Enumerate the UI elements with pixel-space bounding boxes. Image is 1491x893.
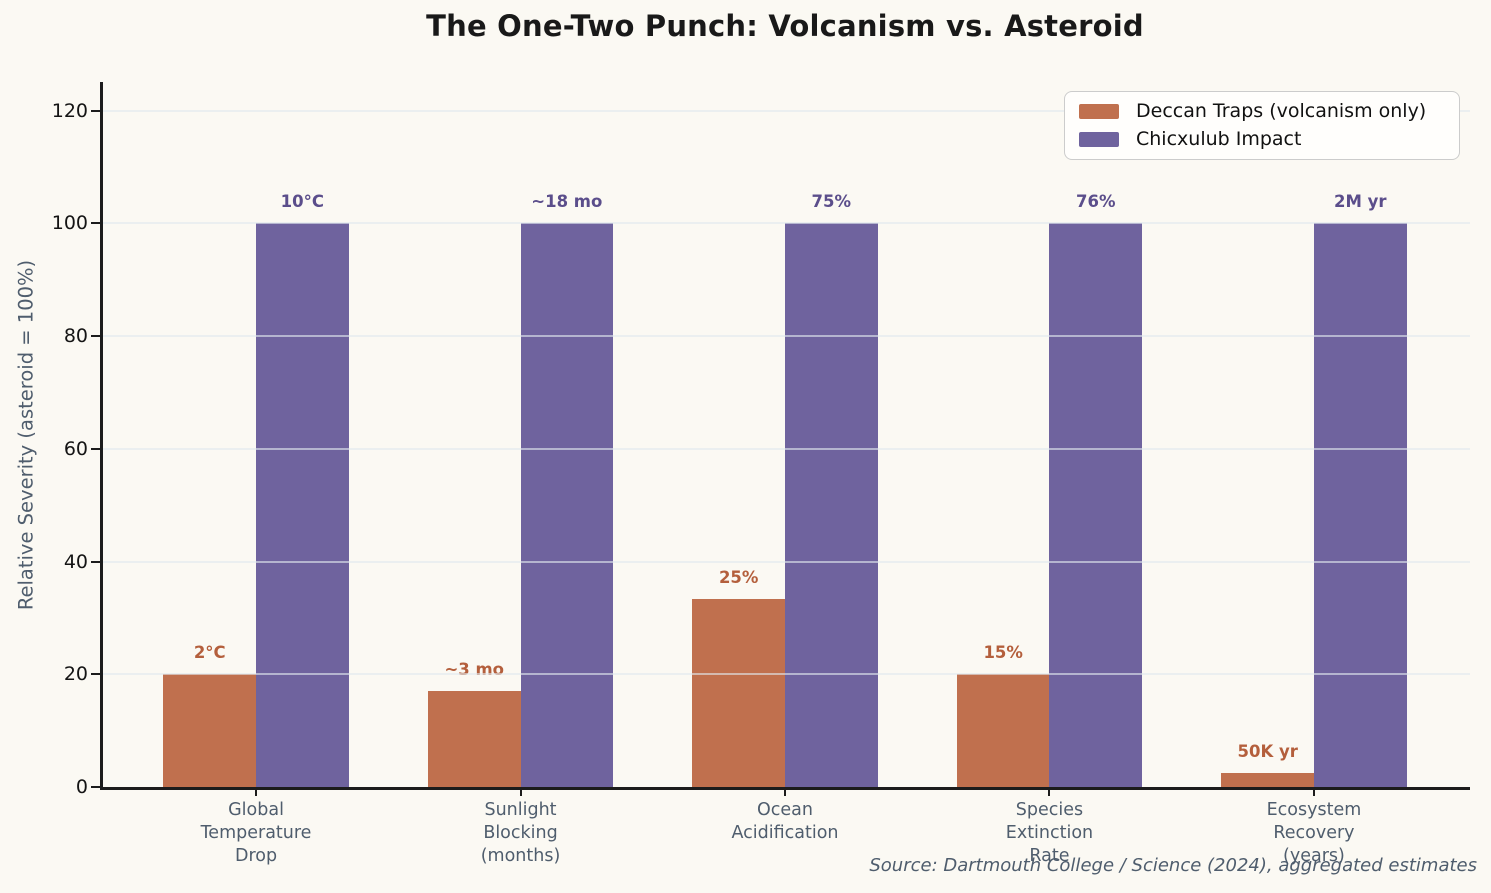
- x-tick-mark-3: [1048, 787, 1051, 796]
- chart-title: The One-Two Punch: Volcanism vs. Asteroi…: [426, 9, 1144, 43]
- source-note: Source: Dartmouth College / Science (202…: [869, 855, 1477, 876]
- y-tick-mark-20: [91, 673, 100, 676]
- bar-chicxulub-4: [1313, 223, 1407, 787]
- legend-swatch-deccan-traps: [1079, 104, 1119, 119]
- y-tick-mark-120: [91, 109, 100, 112]
- x-tick-label-4: Ecosystem Recovery (years): [1266, 800, 1362, 867]
- x-tick-label-0: Global Temperature Drop: [200, 800, 312, 867]
- y-tick-mark-80: [91, 335, 100, 338]
- bar-deccan-3: [956, 674, 1050, 787]
- bar-deccan-0: [163, 674, 257, 787]
- bar-value-label-chicxulub-3: 76%: [1076, 192, 1116, 212]
- y-tick-mark-40: [91, 560, 100, 563]
- bar-value-label-deccan-4: 50K yr: [1237, 741, 1298, 761]
- y-tick-mark-60: [91, 447, 100, 450]
- bar-value-label-deccan-2: 25%: [718, 568, 759, 588]
- legend-label-chicxulub-impact: Chicxulub Impact: [1136, 128, 1302, 150]
- legend: Deccan Traps (volcanism only) Chicxulub …: [1064, 91, 1460, 160]
- y-tick-label-60: 60: [63, 437, 88, 460]
- y-tick-mark-0: [91, 786, 100, 788]
- gridline-120: [100, 109, 1470, 112]
- bar-value-label-chicxulub-4: 2M yr: [1333, 192, 1387, 212]
- y-axis-label: Relative Severity (asteroid = 100%): [14, 259, 38, 611]
- bar-chicxulub-0: [256, 223, 349, 787]
- x-tick-label-2: Ocean Acidification: [731, 800, 839, 844]
- y-tick-label-20: 20: [63, 663, 88, 686]
- bar-chicxulub-3: [1049, 223, 1143, 787]
- bar-chicxulub-2: [785, 223, 878, 787]
- x-tick-mark-2: [784, 787, 786, 796]
- x-tick-label-3: Species Extinction Rate: [1005, 800, 1094, 867]
- bar-value-label-chicxulub-2: 75%: [811, 192, 852, 212]
- x-tick-label-1: Sunlight Blocking (months): [480, 800, 561, 867]
- bar-value-label-deccan-0: 2°C: [193, 643, 226, 663]
- y-tick-label-120: 120: [51, 99, 88, 122]
- bar-deccan-1: [427, 691, 521, 787]
- gridline-100: [100, 222, 1470, 225]
- bar-deccan-2: [692, 599, 785, 787]
- bar-value-label-chicxulub-0: 10°C: [280, 192, 324, 212]
- gridline-20: [100, 673, 1470, 676]
- y-tick-label-40: 40: [63, 550, 88, 573]
- legend-entry-chicxulub-impact: Chicxulub Impact: [1079, 130, 1445, 149]
- x-tick-mark-0: [255, 787, 258, 796]
- x-tick-mark-1: [519, 787, 522, 796]
- bar-value-label-deccan-3: 15%: [983, 643, 1023, 663]
- bar-deccan-4: [1221, 772, 1314, 787]
- gridline-60: [100, 447, 1470, 450]
- x-tick-mark-4: [1312, 787, 1315, 796]
- legend-entry-deccan-traps: Deccan Traps (volcanism only): [1079, 102, 1445, 121]
- legend-swatch-chicxulub-impact: [1079, 132, 1119, 147]
- gridline-80: [100, 335, 1470, 338]
- y-tick-label-80: 80: [63, 325, 88, 348]
- bar-value-label-deccan-1: ~3 mo: [444, 660, 505, 680]
- gridline-40: [100, 560, 1470, 563]
- y-axis-line: [100, 82, 103, 787]
- legend-label-deccan-traps: Deccan Traps (volcanism only): [1136, 100, 1427, 122]
- bar-value-label-chicxulub-1: ~18 mo: [531, 192, 603, 212]
- y-tick-mark-100: [91, 222, 100, 225]
- y-tick-label-0: 0: [75, 776, 88, 798]
- y-tick-label-100: 100: [51, 212, 88, 235]
- bar-chicxulub-1: [520, 223, 614, 787]
